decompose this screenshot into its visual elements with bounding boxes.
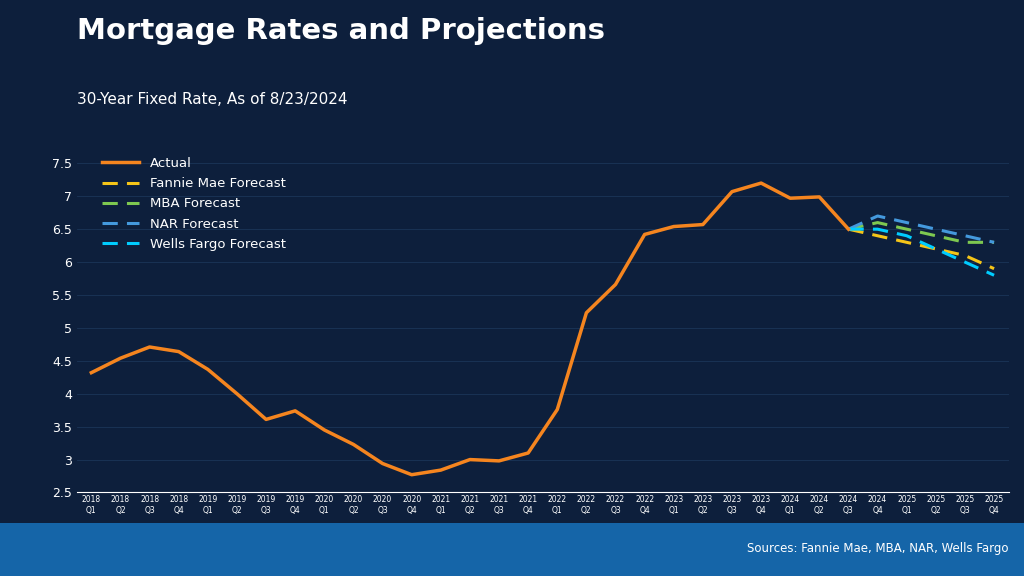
Legend: Actual, Fannie Mae Forecast, MBA Forecast, NAR Forecast, Wells Fargo Forecast: Actual, Fannie Mae Forecast, MBA Forecas… <box>102 157 286 251</box>
Text: 30-Year Fixed Rate, As of 8/23/2024: 30-Year Fixed Rate, As of 8/23/2024 <box>77 92 347 107</box>
Text: Mortgage Rates and Projections: Mortgage Rates and Projections <box>77 17 605 46</box>
Text: Sources: Fannie Mae, MBA, NAR, Wells Fargo: Sources: Fannie Mae, MBA, NAR, Wells Far… <box>748 542 1009 555</box>
